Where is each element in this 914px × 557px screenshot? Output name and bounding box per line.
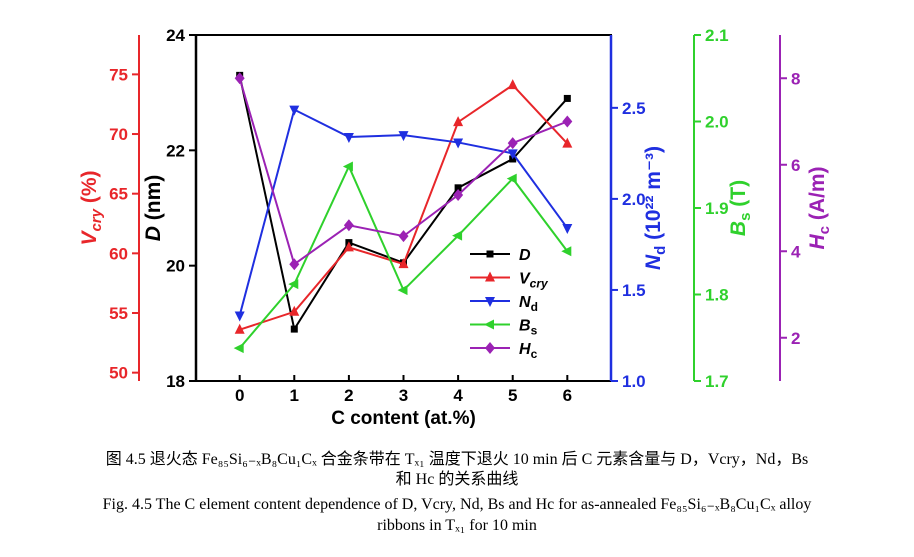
y-tick-label-Hc: 8 — [791, 69, 800, 88]
data-point-Hc — [562, 115, 573, 128]
plot-frame — [195, 34, 612, 382]
data-point-Hc — [507, 137, 518, 150]
y-tick-label-Vcry: 60 — [109, 244, 128, 263]
caption-chinese-line-1: 图 4.5 退火态 Fe₈₅Si₆₋ₓB₈Cu₁Cₓ 合金条带在 Tₓ₁ 温度下… — [105, 451, 809, 468]
x-tick-label: 5 — [508, 386, 517, 405]
caption-chinese-line-2: 和 Hc 的关系曲线 — [395, 471, 519, 488]
data-point-Bs — [342, 161, 353, 172]
y-tick-label-Hc: 6 — [791, 156, 800, 175]
data-point-Vcry — [398, 258, 409, 269]
data-point-Vcry — [289, 305, 300, 316]
y-axis-label-Hc: Hc (A/m) — [806, 166, 833, 249]
y-axis-label-Bs: Bs (T) — [727, 180, 754, 236]
legend-label-D: D — [519, 247, 531, 264]
data-point-D — [454, 184, 462, 192]
data-point-Hc — [398, 230, 409, 243]
data-point-Nd — [234, 311, 245, 322]
data-point-Vcry — [453, 116, 464, 127]
caption-english-line-2: ribbons in Tₓ₁ for 10 min — [377, 517, 537, 534]
data-point-Nd — [562, 224, 573, 235]
data-point-Hc — [234, 72, 245, 85]
y-tick-label-D: 20 — [166, 257, 185, 276]
y-tick-label-Vcry: 65 — [109, 185, 128, 204]
y-axis-label-Nd: Nd (10²² m⁻³) — [642, 146, 669, 270]
y-tick-label-Bs: 1.7 — [705, 372, 729, 391]
data-point-Bs — [233, 343, 244, 354]
y-tick-label-Bs: 1.8 — [705, 286, 729, 305]
data-point-Bs — [506, 173, 517, 184]
y-tick-label-Nd: 2.0 — [622, 190, 646, 209]
legend-marker-Bs — [484, 319, 494, 330]
x-tick-label: 1 — [290, 386, 299, 405]
legend-label-Bs: Bs — [519, 318, 538, 338]
data-point-Vcry — [343, 241, 354, 252]
x-tick-label: 6 — [563, 386, 572, 405]
y-tick-label-Bs: 2.0 — [705, 113, 729, 132]
data-point-Vcry — [507, 79, 518, 90]
y-tick-label-D: 22 — [166, 141, 185, 160]
data-point-D — [563, 94, 571, 102]
data-point-Bs — [288, 279, 299, 290]
x-tick-label: 3 — [399, 386, 408, 405]
y-tick-label-Nd: 1.0 — [622, 372, 646, 391]
y-tick-label-Bs: 2.1 — [705, 26, 729, 45]
legend-marker-D — [486, 250, 494, 258]
x-tick-label: 0 — [235, 386, 244, 405]
data-point-Hc — [289, 258, 300, 271]
data-point-Bs — [452, 230, 463, 241]
data-point-Hc — [453, 189, 464, 202]
y-tick-label-Bs: 1.9 — [705, 199, 729, 218]
y-axis-label-D: D (nm) — [142, 175, 165, 242]
x-tick-label: 4 — [453, 386, 463, 405]
y-tick-label-Nd: 1.5 — [622, 281, 646, 300]
y-tick-label-D: 18 — [166, 372, 185, 391]
y-tick-label-Vcry: 75 — [109, 65, 128, 84]
legend-label-Nd: Nd — [519, 294, 538, 314]
data-point-D — [290, 325, 298, 333]
data-point-Bs — [397, 285, 408, 296]
legend-label-Hc: Hc — [519, 341, 538, 361]
data-point-Hc — [343, 219, 354, 232]
data-point-Nd — [289, 105, 300, 116]
data-point-Vcry — [234, 323, 245, 334]
x-tick-label: 2 — [344, 386, 353, 405]
caption-english-line-1: Fig. 4.5 The C element content dependenc… — [102, 496, 812, 513]
y-tick-label-D: 24 — [166, 26, 185, 45]
legend-label-Vcry: Vcry — [519, 271, 549, 291]
legend-marker-Hc — [485, 342, 495, 354]
y-tick-label-Vcry: 55 — [109, 304, 128, 323]
data-point-Bs — [561, 246, 572, 257]
data-point-Vcry — [562, 137, 573, 148]
y-tick-label-Hc: 4 — [791, 242, 801, 261]
x-axis-label: C content (at.%) — [331, 408, 476, 429]
y-tick-label-Vcry: 70 — [109, 125, 128, 144]
data-point-Nd — [398, 131, 409, 142]
data-point-Nd — [453, 138, 464, 149]
y-tick-label-Hc: 2 — [791, 329, 800, 348]
y-axis-label-Vcry: Vcry (%) — [78, 170, 105, 245]
y-tick-label-Vcry: 50 — [109, 364, 128, 383]
legend-marker-Vcry — [485, 271, 495, 282]
data-point-Nd — [507, 149, 518, 160]
data-point-Nd — [343, 132, 354, 143]
legend-marker-Nd — [485, 297, 495, 307]
y-tick-label-Nd: 2.5 — [622, 99, 646, 118]
